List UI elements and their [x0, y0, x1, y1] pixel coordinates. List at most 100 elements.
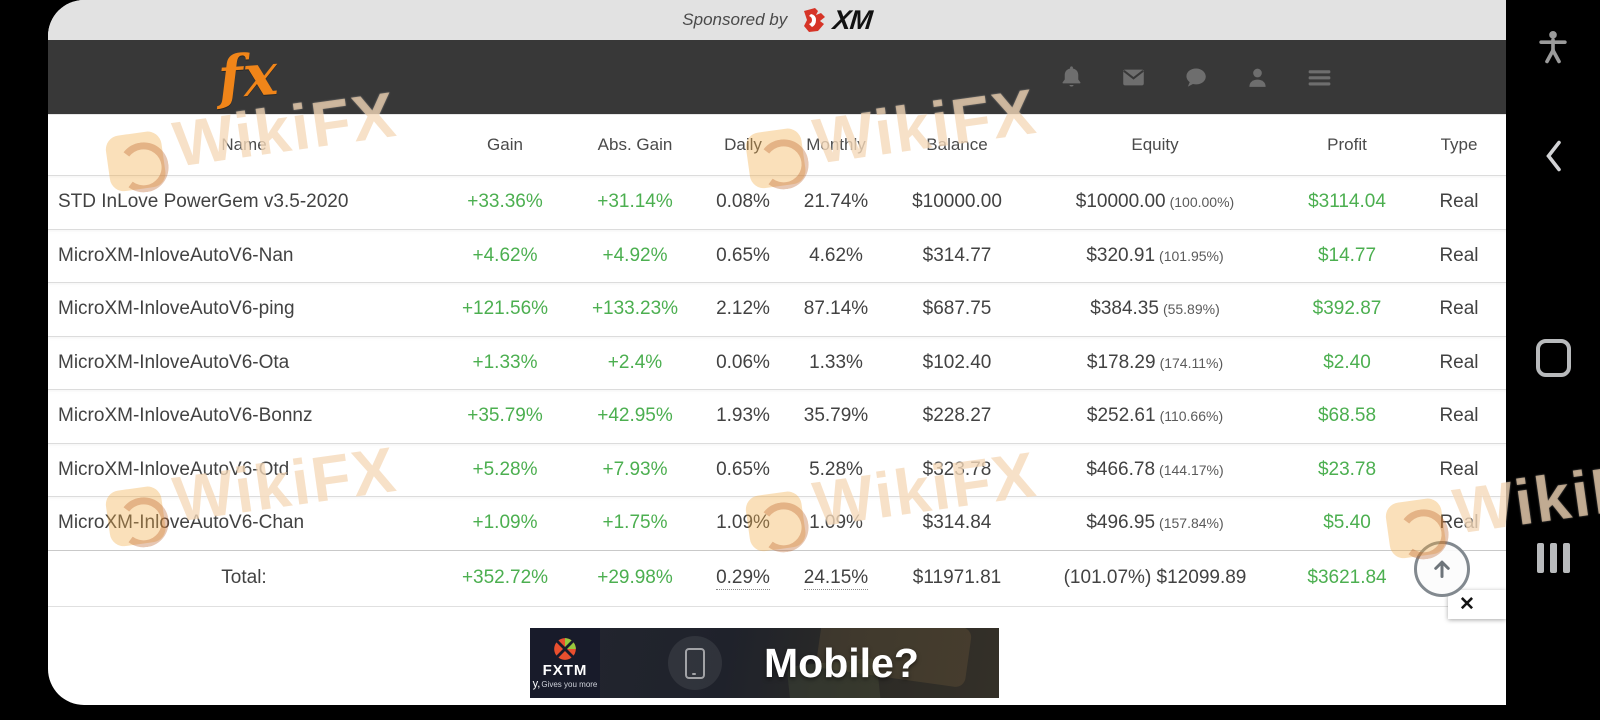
- cell-gain: +4.62%: [472, 244, 538, 266]
- equity-value: $384.35: [1090, 298, 1159, 320]
- menu-icon[interactable]: [1305, 63, 1334, 92]
- accessibility-button[interactable]: [1506, 28, 1600, 68]
- account-name-link[interactable]: STD InLove PowerGem v3.5-2020: [58, 191, 349, 213]
- cell-equity: $466.78 (144.17%): [1028, 459, 1282, 481]
- cell-monthly: 1.09%: [809, 512, 863, 534]
- column-header-balance[interactable]: Balance: [926, 135, 988, 154]
- fxtm-logo-icon: [554, 638, 576, 660]
- cell-type: Real: [1439, 512, 1479, 534]
- table-row[interactable]: MicroXM-InloveAutoV6-Chan +1.09% +1.75% …: [48, 496, 1506, 550]
- total-monthly-tooltip[interactable]: 24.15%: [803, 567, 869, 590]
- account-name-link[interactable]: MicroXM-InloveAutoV6-Otd: [58, 458, 290, 480]
- accessibility-icon: [1539, 31, 1567, 64]
- home-button[interactable]: [1506, 339, 1600, 377]
- cell-profit: $14.77: [1317, 244, 1377, 266]
- fx-logo[interactable]: fx: [215, 40, 280, 112]
- cell-profit: $23.78: [1317, 458, 1377, 480]
- cell-monthly: 87.14%: [803, 298, 869, 320]
- cell-type: Real: [1439, 351, 1479, 373]
- account-name-link[interactable]: MicroXM-InloveAutoV6-Ota: [58, 351, 290, 373]
- cell-type: Real: [1439, 191, 1479, 213]
- app-header: fx: [48, 40, 1506, 114]
- table-row[interactable]: MicroXM-InloveAutoV6-Bonnz +35.79% +42.9…: [48, 389, 1506, 443]
- total-label: Total:: [221, 567, 267, 588]
- cell-type: Real: [1439, 458, 1479, 480]
- column-header-type[interactable]: Type: [1440, 135, 1478, 154]
- cell-daily: 0.65%: [716, 458, 770, 480]
- column-header-name[interactable]: Name: [221, 135, 267, 154]
- cell-gain: +1.09%: [472, 512, 538, 534]
- ad-close-button[interactable]: ✕: [1448, 590, 1506, 619]
- column-header-daily[interactable]: Daily: [724, 135, 762, 154]
- account-name-link[interactable]: MicroXM-InloveAutoV6-Chan: [58, 512, 305, 534]
- mail-icon[interactable]: [1119, 63, 1148, 92]
- fxtm-ad-banner[interactable]: FXTM y,Gives you more Mobile?: [530, 628, 999, 698]
- total-monthly: 24.15%: [786, 567, 886, 590]
- total-profit: $3621.84: [1307, 567, 1387, 588]
- cell-gain: +5.28%: [472, 458, 538, 480]
- xm-logo-text: XM: [831, 4, 874, 35]
- cell-monthly: 21.74%: [803, 191, 869, 213]
- cell-equity: $496.95 (157.84%): [1028, 512, 1282, 534]
- cell-balance: $102.40: [922, 351, 992, 373]
- equity-value: $252.61: [1086, 405, 1156, 427]
- chat-icon[interactable]: [1181, 63, 1210, 92]
- cell-daily: 1.93%: [716, 405, 770, 427]
- cell-monthly: 1.33%: [809, 351, 863, 373]
- fxtm-brand-text: FXTM: [542, 662, 588, 679]
- equity-percent: (110.66%): [1159, 408, 1224, 425]
- header-icons: [1057, 40, 1334, 114]
- cell-daily: 2.12%: [716, 298, 770, 320]
- cell-abs-gain: +31.14%: [597, 191, 673, 213]
- table-row[interactable]: MicroXM-InloveAutoV6-ping +121.56% +133.…: [48, 282, 1506, 336]
- table-row[interactable]: MicroXM-InloveAutoV6-Otd +5.28% +7.93% 0…: [48, 442, 1506, 497]
- cell-type: Real: [1439, 244, 1479, 266]
- equity-percent: (100.00%): [1169, 194, 1235, 211]
- xm-sponsor-logo[interactable]: XM: [801, 4, 874, 36]
- table-row[interactable]: STD InLove PowerGem v3.5-2020 +33.36% +3…: [48, 175, 1506, 229]
- column-header-monthly[interactable]: Monthly: [806, 135, 866, 154]
- equity-value: $10000.00: [1075, 191, 1166, 213]
- equity-percent: (174.11%): [1159, 354, 1224, 371]
- cell-gain: +1.33%: [472, 351, 538, 373]
- fxtm-logo-panel: FXTM y,Gives you more: [530, 628, 600, 698]
- cell-abs-gain: +7.93%: [602, 458, 668, 480]
- cell-type: Real: [1439, 298, 1479, 320]
- equity-value: $178.29: [1086, 351, 1156, 373]
- total-gain: +352.72%: [461, 567, 549, 588]
- account-name-link[interactable]: MicroXM-InloveAutoV6-Nan: [58, 244, 294, 266]
- browser-content: Sponsored by XM fx: [48, 0, 1506, 705]
- column-header-profit[interactable]: Profit: [1327, 135, 1367, 154]
- close-icon: ✕: [1459, 594, 1475, 615]
- cell-gain: +121.56%: [461, 298, 549, 320]
- xm-bull-icon: [804, 8, 826, 32]
- cell-gain: +35.79%: [467, 405, 543, 427]
- recents-button[interactable]: [1506, 543, 1600, 573]
- account-name-link[interactable]: MicroXM-InloveAutoV6-Bonnz: [58, 405, 313, 427]
- cell-daily: 1.09%: [716, 512, 770, 534]
- cell-equity: $10000.00 (100.00%): [1028, 191, 1282, 213]
- table-row[interactable]: MicroXM-InloveAutoV6-Nan +4.62% +4.92% 0…: [48, 228, 1506, 283]
- cell-equity: $320.91 (101.95%): [1028, 245, 1282, 267]
- scroll-to-top-button[interactable]: [1414, 541, 1470, 597]
- total-abs-gain: +29.98%: [597, 567, 673, 588]
- account-name-link[interactable]: MicroXM-InloveAutoV6-ping: [58, 298, 295, 320]
- column-header-abs-gain[interactable]: Abs. Gain: [597, 135, 673, 154]
- cell-monthly: 5.28%: [809, 458, 863, 480]
- bell-icon[interactable]: [1057, 63, 1086, 92]
- equity-value: $320.91: [1086, 244, 1156, 266]
- table-row[interactable]: MicroXM-InloveAutoV6-Ota +1.33% +2.4% 0.…: [48, 335, 1506, 390]
- cell-abs-gain: +4.92%: [602, 244, 668, 266]
- ad-headline: Mobile?: [764, 639, 919, 686]
- recents-icon: [1536, 543, 1570, 573]
- column-header-equity[interactable]: Equity: [1131, 135, 1179, 154]
- cell-profit: $68.58: [1317, 405, 1377, 427]
- user-icon[interactable]: [1243, 63, 1272, 92]
- equity-value: $466.78: [1086, 458, 1156, 480]
- column-header-gain[interactable]: Gain: [487, 135, 523, 154]
- equity-percent: (157.84%): [1159, 515, 1224, 532]
- cell-balance: $228.27: [922, 405, 992, 427]
- back-button[interactable]: [1506, 138, 1600, 174]
- phone-icon: [668, 636, 722, 690]
- total-daily-tooltip[interactable]: 0.29%: [716, 567, 770, 590]
